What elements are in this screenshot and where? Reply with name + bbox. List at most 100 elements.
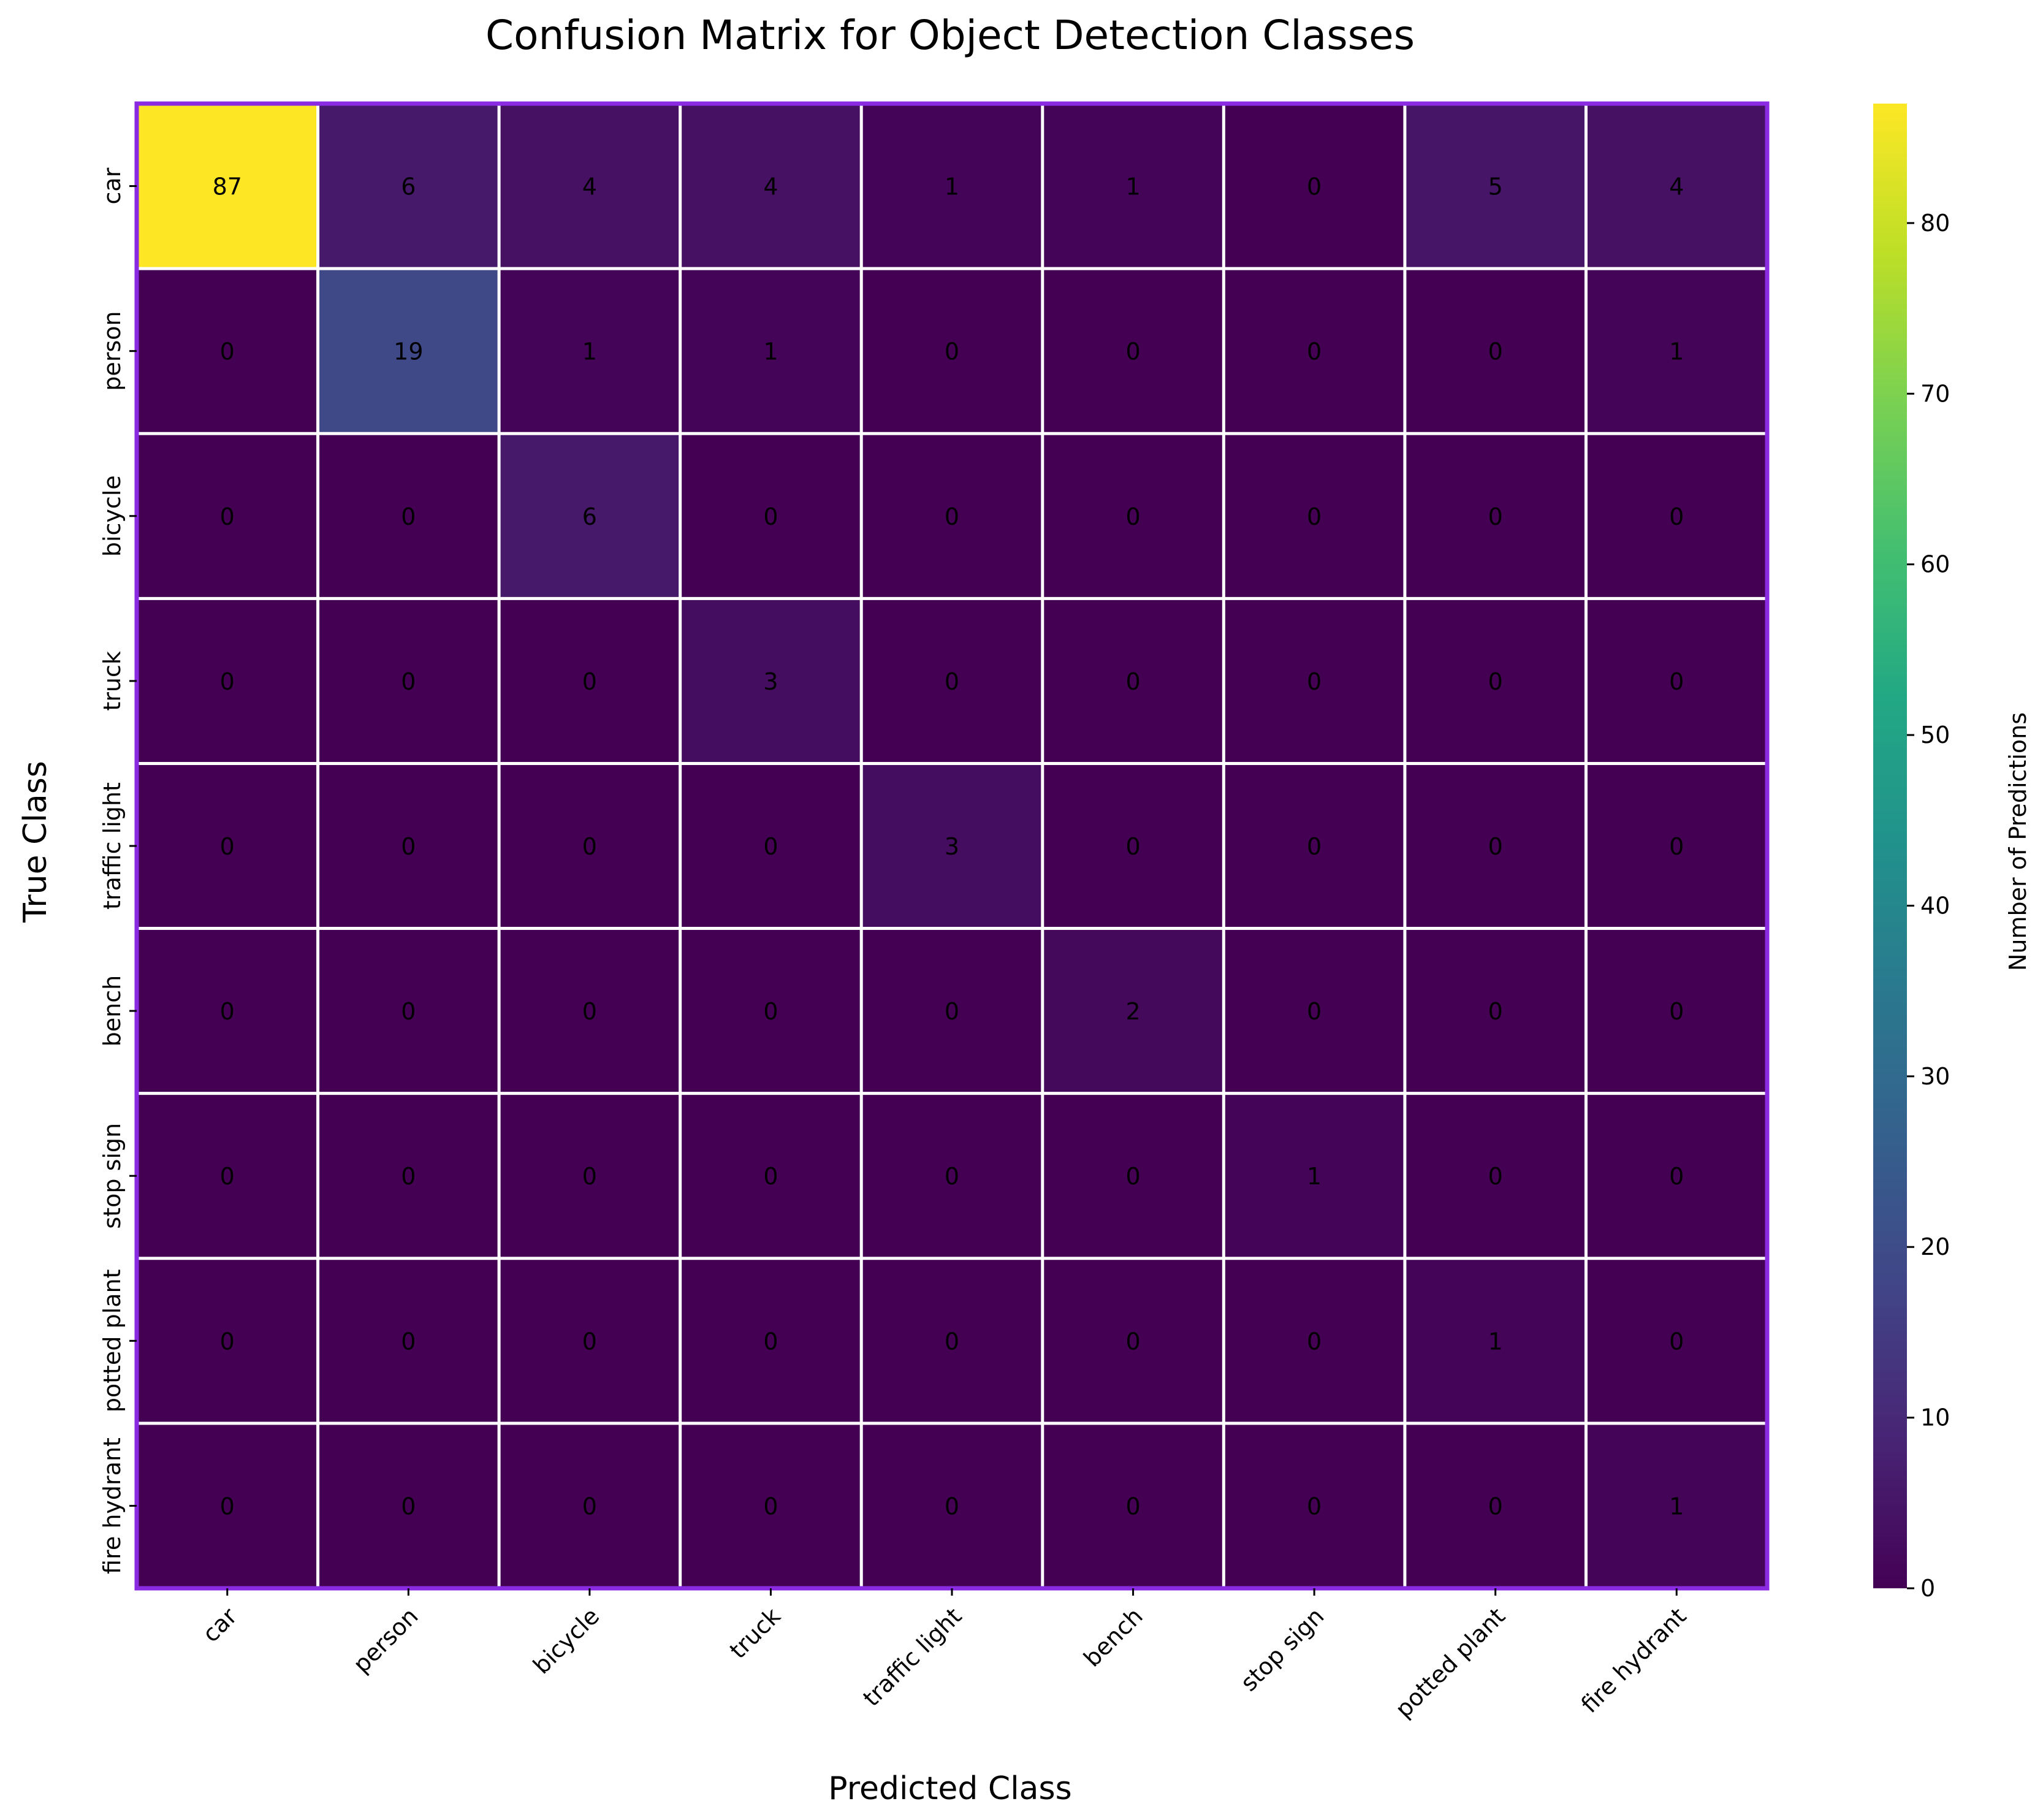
cell-value-label: 4: [763, 173, 778, 200]
cell-value-label: 0: [945, 1328, 959, 1355]
heatmap-cell: [1404, 763, 1586, 929]
cell-value-label: 0: [945, 503, 959, 530]
heatmap-cell: [137, 763, 318, 929]
y-tick-label: fire hydrant: [99, 1437, 126, 1574]
cell-value-label: 0: [1669, 503, 1684, 530]
cell-value-label: 0: [945, 1493, 959, 1520]
cell-value-label: 5: [1488, 173, 1503, 200]
cell-value-label: 0: [1488, 338, 1503, 365]
colorbar-tick-label: 40: [1920, 892, 1950, 919]
heatmap-cell: [1223, 1258, 1405, 1423]
y-tick-label: potted plant: [99, 1269, 126, 1412]
cell-value-label: 0: [1125, 1328, 1140, 1355]
cell-value-label: 0: [1669, 668, 1684, 695]
x-tick-label: fire hydrant: [1576, 1602, 1692, 1718]
heatmap-cell: [680, 763, 862, 929]
cell-value-label: 0: [1669, 1328, 1684, 1355]
heatmap-cell: [861, 104, 1043, 269]
heatmap-cell: [1404, 1423, 1586, 1588]
heatmap-cell: [1586, 268, 1767, 434]
cell-value-label: 0: [1307, 503, 1322, 530]
colorbar-label: Number of Predictions: [2004, 712, 2031, 971]
heatmap-cell: [1042, 763, 1224, 929]
cell-value-label: 0: [220, 668, 235, 695]
heatmap-cell: [1404, 104, 1586, 269]
heatmap-cell: [318, 433, 500, 599]
colorbar: [1873, 104, 1907, 1588]
cell-value-label: 3: [763, 668, 778, 695]
cell-value-label: 0: [220, 998, 235, 1025]
cell-value-label: 0: [1307, 998, 1322, 1025]
colorbar-tick-label: 30: [1920, 1063, 1950, 1090]
cell-value-label: 0: [220, 503, 235, 530]
cell-value-label: 0: [220, 1493, 235, 1520]
cell-value-label: 0: [1669, 1163, 1684, 1190]
x-tick-label: stop sign: [1235, 1602, 1329, 1696]
heatmap-cell: [137, 598, 318, 764]
heatmap-cell: [1042, 268, 1224, 434]
heatmap-cell: [499, 1258, 680, 1423]
heatmap-cell: [318, 268, 500, 434]
cell-value-label: 4: [582, 173, 597, 200]
cell-value-label: 0: [1125, 1163, 1140, 1190]
heatmap-cell: [1586, 763, 1767, 929]
cell-value-label: 1: [1125, 173, 1140, 200]
y-tick-label: person: [99, 311, 126, 391]
cell-value-label: 0: [1488, 998, 1503, 1025]
heatmap-cell: [1042, 1423, 1224, 1588]
heatmap-cell: [861, 433, 1043, 599]
heatmap-cell: [1586, 1093, 1767, 1258]
y-tick-label: car: [99, 167, 126, 204]
heatmap-cell: [1404, 928, 1586, 1094]
cell-value-label: 0: [220, 338, 235, 365]
cell-value-label: 1: [1669, 338, 1684, 365]
heatmap-cell: [1042, 1093, 1224, 1258]
heatmap-cell: [137, 104, 318, 269]
cell-value-label: 0: [401, 503, 416, 530]
heatmap-cell: [499, 268, 680, 434]
heatmap-cell: [137, 1258, 318, 1423]
heatmap-cell: [318, 763, 500, 929]
x-tick-label: bench: [1078, 1602, 1148, 1672]
heatmap-cell: [680, 928, 862, 1094]
heatmap-cell: [861, 268, 1043, 434]
heatmap-cell: [680, 1258, 862, 1423]
cell-value-label: 0: [1488, 1493, 1503, 1520]
heatmap-cell: [499, 104, 680, 269]
heatmap-cell: [680, 1093, 862, 1258]
cell-value-label: 87: [213, 173, 242, 200]
heatmap-cell: [499, 433, 680, 599]
cell-value-label: 3: [945, 833, 959, 860]
y-tick-label: bicycle: [99, 475, 126, 557]
heatmap-cell: [499, 763, 680, 929]
cell-value-label: 6: [582, 503, 597, 530]
heatmap-cell: [137, 433, 318, 599]
heatmap-cell: [137, 928, 318, 1094]
cell-value-label: 0: [1307, 833, 1322, 860]
cell-value-label: 0: [1307, 1493, 1322, 1520]
cell-value-label: 0: [401, 1493, 416, 1520]
heatmap-cell: [1586, 598, 1767, 764]
heatmap-cell: [499, 928, 680, 1094]
x-tick-label: bicycle: [528, 1602, 604, 1679]
cell-value-label: 0: [401, 833, 416, 860]
heatmap-cell: [1042, 928, 1224, 1094]
heatmap-cell: [1404, 433, 1586, 599]
heatmap-cell: [318, 104, 500, 269]
cell-value-label: 0: [1125, 338, 1140, 365]
cell-value-label: 0: [945, 338, 959, 365]
cell-value-label: 1: [945, 173, 959, 200]
heatmap-cell: [1223, 1093, 1405, 1258]
cell-value-label: 6: [401, 173, 416, 200]
heatmap-cell: [1404, 268, 1586, 434]
colorbar-ticks: 0 10 20 30 40 50 60 70 80: [1907, 210, 1950, 1602]
heatmap-cell: [680, 433, 862, 599]
heatmap-cell: [1586, 1423, 1767, 1588]
heatmap-cell: [861, 1258, 1043, 1423]
cell-value-label: 0: [1488, 503, 1503, 530]
cell-value-label: 0: [1307, 668, 1322, 695]
cell-annotations: 87 6 4 4 1 1 0 5 4 0 19 1 1 0 0 0 0 1 0 0 6 0 0 0 0 0 0 0 0 0 3 0 0 0 0 0 0 0…: [213, 173, 1684, 1520]
cell-value-label: 0: [1488, 1163, 1503, 1190]
heatmap-cell: [318, 928, 500, 1094]
cell-value-label: 0: [582, 833, 597, 860]
